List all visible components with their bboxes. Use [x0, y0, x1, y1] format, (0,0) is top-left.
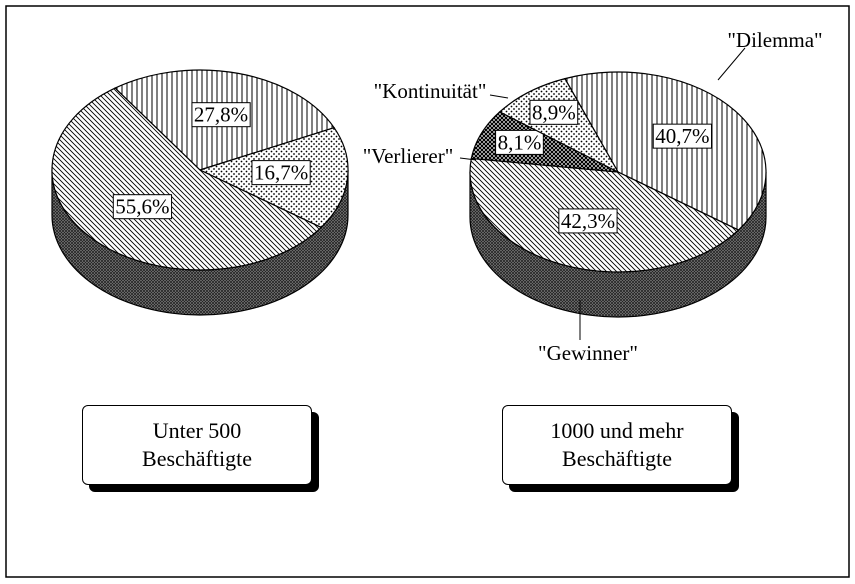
leader-line: [459, 157, 477, 161]
value-label-box: [191, 102, 251, 128]
category-label: "Kontinuität": [374, 79, 487, 103]
value-label: 40,7%: [655, 124, 709, 148]
value-label: 8,9%: [532, 100, 576, 124]
pie-slice: [51, 87, 323, 271]
leader-line: [717, 47, 746, 81]
title-box: 1000 und mehr Beschäftigte: [502, 405, 732, 485]
chart-title: 1000 und mehr Beschäftigte: [550, 418, 684, 471]
value-label-box: [112, 194, 173, 220]
value-label: 8,1%: [498, 130, 542, 154]
chart-title: Unter 500 Beschäftigte: [142, 418, 252, 471]
category-label: "Dilemma": [727, 28, 822, 52]
category-label: "Gewinner": [538, 341, 638, 365]
value-label: 42,3%: [561, 209, 615, 233]
value-label: 16,7%: [254, 161, 308, 185]
value-label-box: [652, 123, 712, 149]
leader-line: [489, 94, 509, 99]
value-label: 27,8%: [194, 103, 248, 127]
pie-slice: [498, 77, 620, 174]
frame: [5, 5, 850, 578]
value-label-box: [558, 208, 618, 234]
title-box: Unter 500 Beschäftigte: [82, 405, 312, 485]
category-label: "Verlierer": [363, 144, 454, 168]
pie-slice: [564, 71, 767, 231]
value-label-box: [495, 129, 544, 155]
value-label-box: [529, 99, 579, 125]
value-label: 55,6%: [115, 195, 169, 219]
value-label-box: [251, 160, 311, 186]
